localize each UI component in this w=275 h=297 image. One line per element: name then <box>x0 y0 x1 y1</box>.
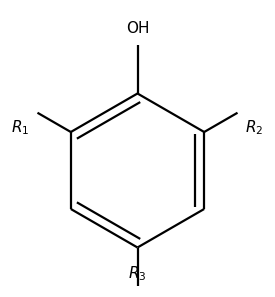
Text: R$_2$: R$_2$ <box>245 119 264 137</box>
Text: R$_3$: R$_3$ <box>128 264 147 283</box>
Text: OH: OH <box>126 21 149 36</box>
Text: R$_1$: R$_1$ <box>11 119 30 137</box>
